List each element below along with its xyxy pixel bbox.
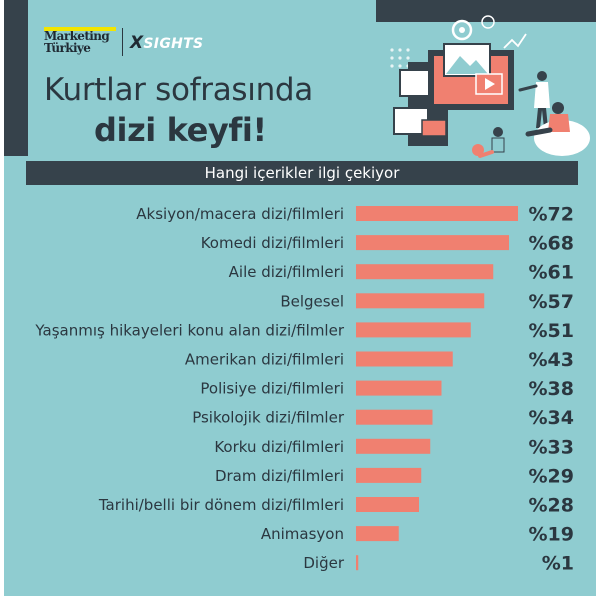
mountain-icon	[446, 56, 488, 74]
bar	[356, 293, 485, 309]
logo-line-2: Türkiye	[44, 41, 91, 55]
bar	[356, 235, 509, 251]
value-label: %29	[529, 465, 574, 487]
bar-chart: Aksiyon/macera dizi/filmleri %72 Komedi di…	[34, 204, 574, 575]
bar	[356, 526, 399, 542]
category-label: Polisiye dizi/filmleri	[200, 380, 344, 398]
category-label: Dram dizi/filmleri	[215, 467, 344, 485]
small-screen	[421, 119, 447, 137]
value-label: %51	[529, 320, 574, 342]
category-label: Diğer	[303, 554, 344, 572]
value-label: %28	[529, 495, 574, 517]
infographic: Marketing Türkiye XSIGHTS Kurtlar sofras…	[4, 0, 596, 596]
title-line-1: Kurtlar sofrasında	[44, 72, 313, 108]
bar	[356, 351, 453, 367]
bar	[356, 555, 359, 571]
bar	[356, 206, 518, 221]
xsights-x: X	[130, 33, 144, 53]
value-label: %61	[529, 262, 574, 284]
top-right-accent-bar	[376, 0, 596, 22]
chart-line-icon	[503, 33, 527, 49]
marketing-turkiye-logo: Marketing Türkiye	[44, 27, 124, 55]
bar	[356, 380, 442, 396]
value-label: %33	[529, 436, 574, 458]
bar	[356, 438, 431, 454]
bar	[356, 409, 433, 425]
value-label: %68	[529, 233, 574, 255]
value-label: %34	[529, 407, 574, 429]
category-label: Amerikan dizi/filmleri	[185, 351, 344, 369]
bar	[356, 322, 471, 338]
category-label: Komedi dizi/filmleri	[201, 234, 344, 252]
bar	[356, 497, 419, 512]
info-circle-icon	[481, 15, 495, 29]
value-label: %38	[529, 378, 574, 400]
xsights-logo: XSIGHTS	[130, 33, 203, 53]
category-label: Aile dizi/filmleri	[229, 263, 344, 281]
subtitle-bar: Hangi içerikler ilgi çekiyor	[26, 161, 578, 185]
value-label: %43	[529, 349, 574, 371]
streaming-illustration	[390, 15, 590, 158]
background-dots-icon	[390, 48, 410, 68]
value-label: %72	[529, 204, 574, 226]
play-icon	[485, 78, 495, 90]
value-label: %19	[529, 524, 574, 546]
left-accent-strip	[4, 0, 28, 156]
beanbag-person-icon	[525, 102, 590, 156]
logo-yellow-line	[44, 27, 116, 31]
category-label: Aksiyon/macera dizi/filmleri	[136, 205, 344, 223]
sitting-person-icon	[472, 127, 505, 158]
category-label: Yaşanmış hikayeleri konu alan dizi/filml…	[34, 321, 344, 339]
category-label: Tarihi/belli bir dönem dizi/filmleri	[98, 496, 344, 514]
bar	[356, 264, 494, 280]
gear-icon	[451, 19, 473, 41]
logo-line-1: Marketing	[44, 29, 110, 43]
category-label: Korku dizi/filmleri	[214, 438, 344, 456]
category-label: Belgesel	[280, 292, 344, 310]
bar	[356, 467, 422, 483]
person-standing-icon	[518, 71, 550, 128]
xsights-rest: SIGHTS	[143, 36, 204, 52]
value-label: %57	[529, 291, 574, 313]
category-label: Psikolojik dizi/filmler	[192, 409, 345, 427]
category-label: Animasyon	[261, 525, 344, 543]
logo-separator	[122, 28, 123, 56]
title-line-2: dizi keyfi!	[94, 111, 267, 149]
value-label: %1	[542, 553, 574, 575]
